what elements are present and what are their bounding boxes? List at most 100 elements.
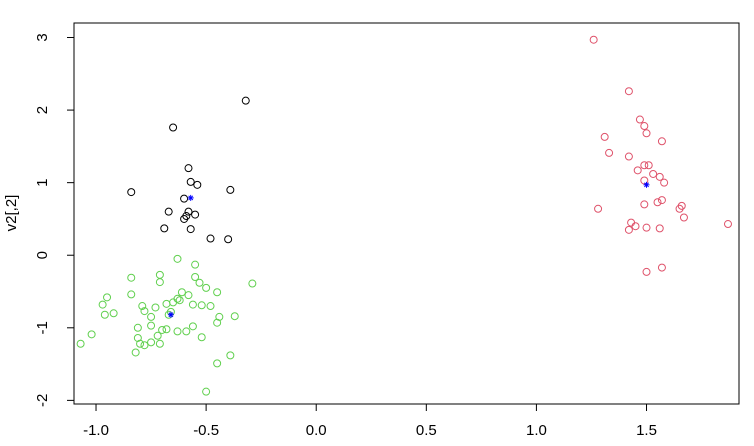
data-point <box>640 161 649 170</box>
data-point <box>147 312 156 321</box>
data-point <box>188 300 197 309</box>
data-point <box>162 325 171 334</box>
x-tick-label: -0.5 <box>193 422 219 439</box>
y-tick-label: 1 <box>34 178 51 186</box>
data-point <box>206 234 215 243</box>
data-point <box>633 166 642 175</box>
data-point <box>164 207 173 216</box>
x-tick-label: 1.0 <box>526 422 547 439</box>
data-point <box>153 331 162 340</box>
data-points <box>76 35 732 396</box>
data-point <box>655 224 664 233</box>
x-tick-label: 0.5 <box>416 422 437 439</box>
data-point <box>155 278 164 287</box>
data-point <box>175 296 184 305</box>
data-point <box>224 235 233 244</box>
data-point <box>226 185 235 194</box>
data-point <box>127 273 136 282</box>
centroid-marker <box>187 194 194 201</box>
data-point <box>660 178 669 187</box>
data-point <box>241 96 250 105</box>
data-point <box>191 260 200 269</box>
data-point <box>162 299 171 308</box>
x-axis: -1.0 -0.5 0.0 0.5 1.0 1.5 <box>83 404 657 439</box>
data-point <box>193 180 202 189</box>
data-point <box>657 196 666 205</box>
data-point <box>138 302 147 311</box>
y-tick-label: -1 <box>34 321 51 334</box>
data-point <box>197 301 206 310</box>
data-point <box>589 35 598 44</box>
data-point <box>640 200 649 209</box>
y-tick-label: -2 <box>34 394 51 407</box>
data-point <box>100 310 109 319</box>
data-point <box>180 194 189 203</box>
data-point <box>188 322 197 331</box>
data-point <box>177 288 186 297</box>
data-point <box>635 115 644 124</box>
data-point <box>624 225 633 234</box>
data-point <box>644 161 653 170</box>
data-point <box>679 213 688 222</box>
data-point <box>627 218 636 227</box>
x-tick-label: 0.0 <box>306 422 327 439</box>
data-point <box>226 351 235 360</box>
data-point <box>160 224 169 233</box>
data-point <box>140 341 149 350</box>
data-point <box>657 263 666 272</box>
centroid-marker <box>167 311 174 318</box>
data-point <box>147 338 156 347</box>
data-point <box>169 123 178 132</box>
data-point <box>136 339 145 348</box>
data-point <box>180 214 189 223</box>
data-point <box>642 267 651 276</box>
data-point <box>191 210 200 219</box>
data-point <box>186 225 195 234</box>
data-point <box>605 148 614 157</box>
data-point <box>155 339 164 348</box>
data-point <box>723 220 732 229</box>
data-point <box>151 303 160 312</box>
y-tick-label: 2 <box>34 106 51 114</box>
data-point <box>213 359 222 368</box>
data-point <box>202 387 211 396</box>
data-point <box>87 330 96 339</box>
data-point <box>131 348 140 357</box>
data-point <box>155 270 164 279</box>
data-point <box>184 207 193 216</box>
y-tick-label: 0 <box>34 251 51 259</box>
data-point <box>230 312 239 321</box>
data-point <box>655 172 664 181</box>
data-point <box>195 278 204 287</box>
data-point <box>103 293 112 302</box>
data-point <box>169 298 178 307</box>
data-point <box>197 333 206 342</box>
y-axis-title: v2[,2] <box>3 195 20 232</box>
y-axis: -2 -1 0 1 2 3 <box>34 33 74 407</box>
data-point <box>133 323 142 332</box>
data-point <box>127 290 136 299</box>
data-point <box>640 176 649 185</box>
data-point <box>213 288 222 297</box>
data-point <box>600 132 609 141</box>
data-point <box>184 291 193 300</box>
plot-frame <box>73 22 740 405</box>
data-point <box>109 309 118 318</box>
data-point <box>213 318 222 327</box>
data-point <box>642 129 651 138</box>
data-point <box>594 204 603 213</box>
data-point <box>173 254 182 263</box>
x-tick-label: 1.5 <box>636 422 657 439</box>
data-point <box>653 198 662 207</box>
data-point <box>206 302 215 311</box>
data-point <box>657 137 666 146</box>
data-point <box>127 188 136 197</box>
data-point <box>98 300 107 309</box>
centroid-marker <box>643 181 650 188</box>
data-point <box>182 327 191 336</box>
data-point <box>624 87 633 96</box>
data-point <box>642 223 651 232</box>
data-point <box>140 307 149 316</box>
data-point <box>677 201 686 210</box>
